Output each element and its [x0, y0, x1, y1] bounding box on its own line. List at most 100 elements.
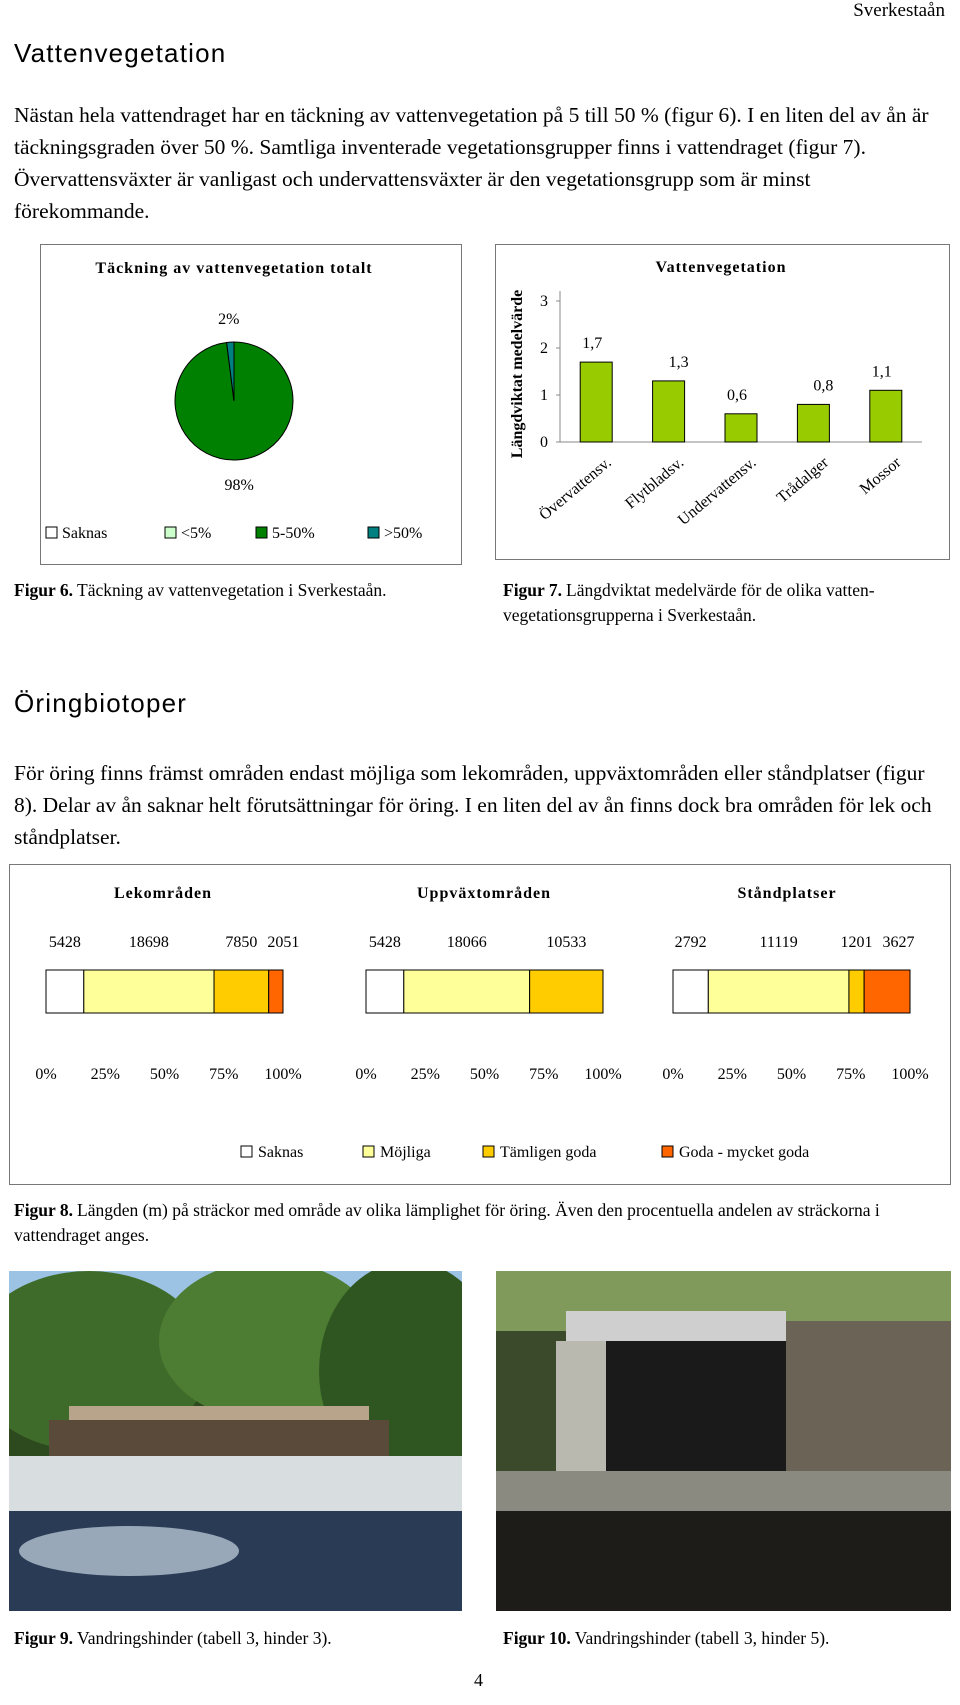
data-label: 2051	[267, 934, 299, 951]
x-tick-label: 0%	[35, 1066, 56, 1083]
y-tick-label: 1	[540, 387, 548, 404]
waterfall	[9, 1456, 462, 1516]
data-label: 2792	[675, 934, 707, 951]
legend-label: 5-50%	[272, 525, 315, 542]
chart-title: Täckning av vattenvegetation totalt	[95, 260, 372, 277]
caption-label: Figur 8.	[14, 1200, 73, 1220]
caption-text: Vandringshinder (tabell 3, hinder 3).	[77, 1628, 332, 1648]
x-tick-label: 75%	[836, 1066, 865, 1083]
x-tick-label: Trådalger	[774, 454, 833, 507]
legend-label: Möjliga	[380, 1144, 431, 1161]
chart-title: Vattenvegetation	[656, 259, 787, 276]
data-label: 98%	[225, 477, 254, 494]
data-label: 1,7	[582, 335, 602, 352]
panel-title: Lekområden	[114, 885, 212, 902]
x-tick-label: Mossor	[857, 454, 905, 498]
bar	[652, 380, 686, 443]
bar	[796, 403, 830, 443]
x-tick-label: 75%	[529, 1066, 558, 1083]
x-tick-label: 25%	[718, 1066, 747, 1083]
legend-swatch	[367, 526, 380, 539]
x-tick-label: 100%	[891, 1066, 928, 1083]
shore	[496, 1471, 951, 1511]
stacked-bar-chart: Lekområden 5428 18698 7850 2051 0% 25% 50% 75% 10…	[9, 864, 951, 1185]
gate	[606, 1341, 786, 1491]
pie-chart: Täckning av vattenvegetation totalt 98% 2%…	[40, 244, 462, 565]
caption-label: Figur 6.	[14, 580, 73, 600]
data-label: 0,6	[727, 387, 747, 404]
data-label: 2%	[218, 311, 239, 328]
x-tick-label: 25%	[411, 1066, 440, 1083]
x-tick-label: 25%	[91, 1066, 120, 1083]
legend-swatch	[240, 1145, 253, 1158]
bar-segment	[863, 969, 911, 1014]
x-tick-label: Övervattensv.	[536, 453, 615, 524]
x-tick-label: 0%	[662, 1066, 683, 1083]
x-tick-label: 100%	[584, 1066, 621, 1083]
data-label: 10533	[546, 934, 586, 951]
y-tick-label: 2	[540, 340, 548, 357]
data-label: 0,8	[813, 377, 833, 394]
data-label: 5428	[369, 934, 401, 951]
page-number: 4	[474, 1670, 483, 1690]
data-label: 11119	[760, 934, 798, 951]
data-label: 7850	[225, 934, 257, 951]
data-label: 3627	[883, 934, 915, 951]
bar-segment	[707, 969, 850, 1014]
bar	[724, 413, 758, 443]
caption-label: Figur 9.	[14, 1628, 73, 1648]
gate-top	[566, 1311, 786, 1341]
bar-segment	[672, 969, 709, 1014]
x-tick-label: 100%	[264, 1066, 301, 1083]
bar-segment	[403, 969, 531, 1014]
bar-segment	[529, 969, 604, 1014]
y-tick-label: 3	[540, 293, 548, 310]
x-tick-label: 50%	[470, 1066, 499, 1083]
bar-chart: Vattenvegetation Längdviktat medelvärde 0 1…	[495, 244, 950, 560]
legend-swatch	[164, 526, 177, 539]
tree	[9, 1271, 209, 1451]
paragraph: Nästan hela vattendraget har en täckning…	[14, 103, 929, 223]
x-tick-label: Flytbladsv.	[622, 454, 687, 512]
legend-label: <5%	[181, 525, 211, 542]
legend-swatch	[362, 1145, 375, 1158]
x-tick-label: 50%	[777, 1066, 806, 1083]
x-tick-label: 50%	[150, 1066, 179, 1083]
bar-segment	[848, 969, 865, 1014]
caption: Figur 8. Längden (m) på sträckor med områ…	[14, 1198, 944, 1248]
bar-segment	[365, 969, 405, 1014]
bridge	[49, 1420, 389, 1460]
data-label: 1,1	[872, 363, 892, 380]
data-label: 18066	[447, 934, 487, 951]
x-tick-label: 75%	[209, 1066, 238, 1083]
y-axis-title: Längdviktat medelvärde	[509, 290, 526, 458]
caption-label: Figur 10.	[503, 1628, 571, 1648]
section-heading: Öringbiotoper	[14, 688, 188, 718]
y-tick-label: 0	[540, 434, 548, 451]
running-title: Sverkestaån	[853, 0, 945, 21]
x-tick-label: 0%	[355, 1066, 376, 1083]
legend-swatch	[661, 1145, 674, 1158]
photo	[496, 1271, 951, 1611]
caption-text: Vandringshinder (tabell 3, hinder 5).	[574, 1628, 830, 1648]
foam	[19, 1526, 239, 1576]
x-tick-label: Undervattensv.	[675, 454, 760, 529]
legend-swatch	[45, 526, 58, 539]
legend-label: Goda - mycket goda	[679, 1144, 809, 1161]
legend-swatch	[482, 1145, 495, 1158]
bar-segment	[213, 969, 270, 1014]
caption: Figur 7. Längdviktat medelvärde för de ol…	[503, 578, 948, 628]
section-heading: Vattenvegetation	[14, 38, 227, 68]
photo	[9, 1271, 462, 1611]
panel-title: Ståndplatser	[737, 885, 836, 902]
caption: Figur 6. Täckning av vattenvegetation i S…	[14, 578, 387, 603]
bar-segment	[45, 969, 85, 1014]
bar	[579, 361, 613, 443]
data-label: 1,3	[669, 354, 689, 371]
caption: Figur 9. Vandringshinder (tabell 3, hinde…	[14, 1626, 332, 1651]
data-label: 1201	[841, 934, 873, 951]
legend-label: >50%	[384, 525, 422, 542]
bar-segment	[83, 969, 215, 1014]
caption-text: Längdviktat medelvärde för de olika vatt…	[503, 580, 875, 625]
